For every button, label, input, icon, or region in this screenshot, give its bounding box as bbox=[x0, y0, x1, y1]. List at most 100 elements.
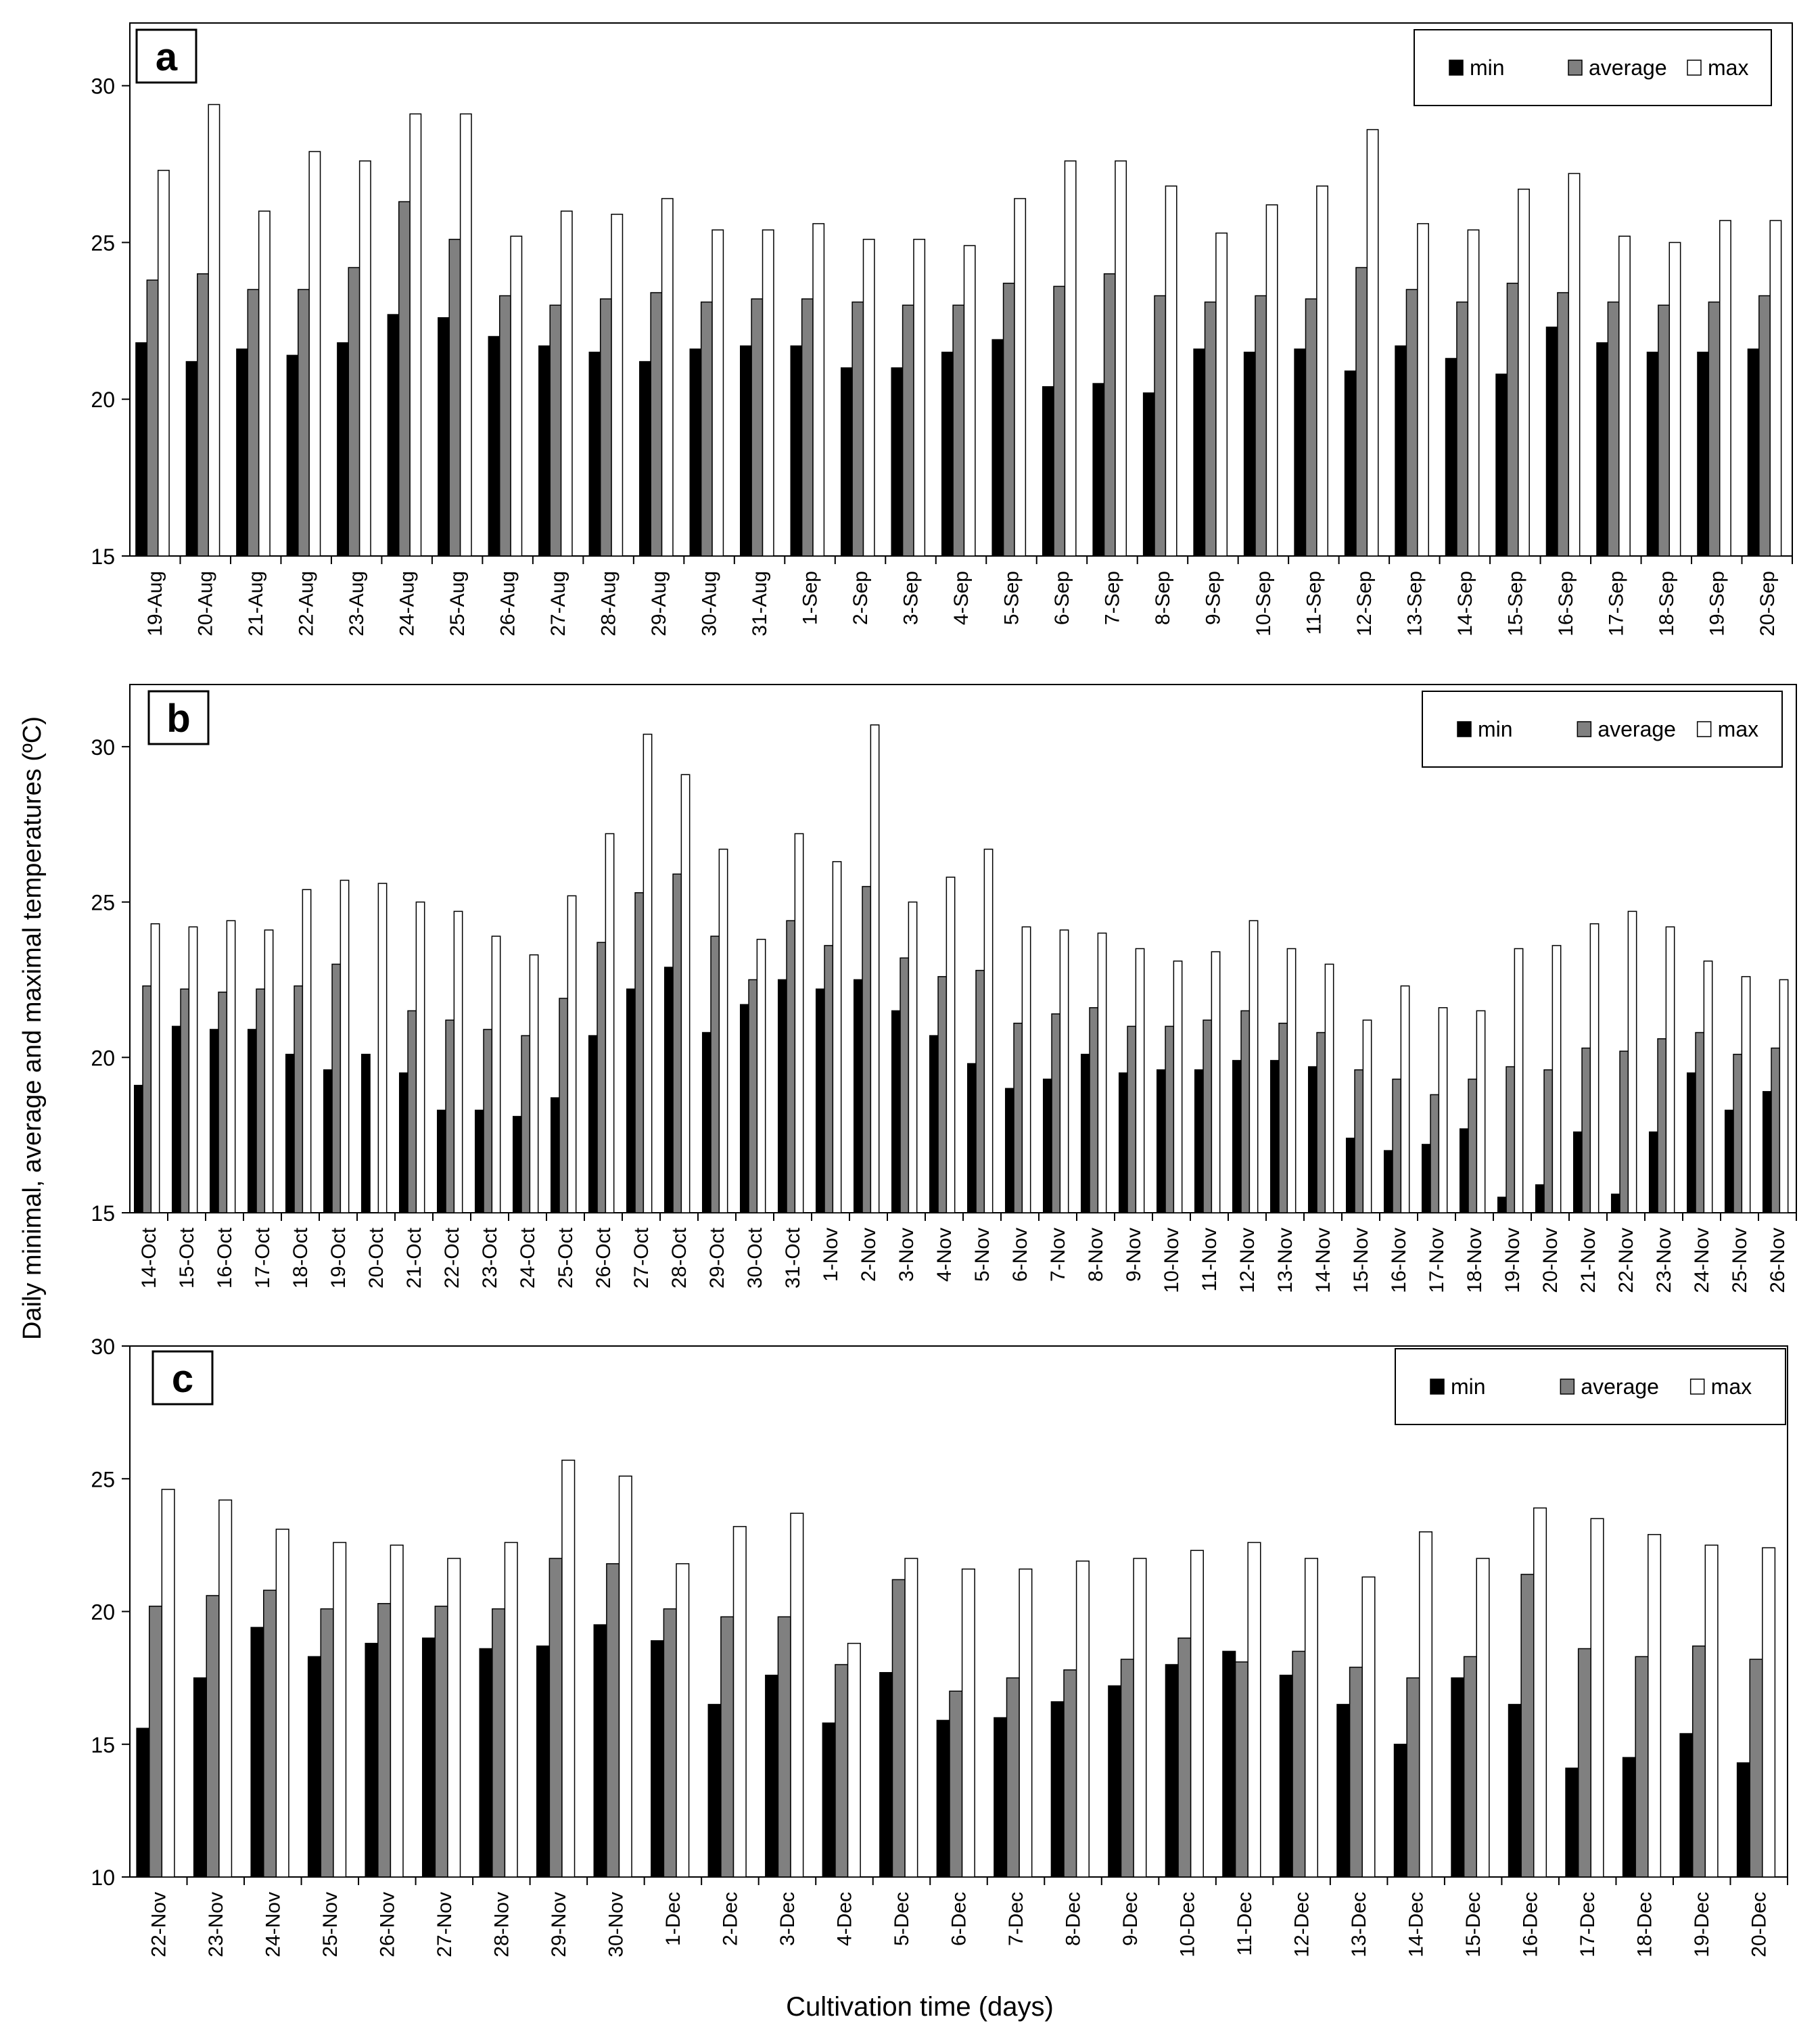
bar-max bbox=[415, 901, 425, 1213]
bar-max bbox=[1014, 198, 1027, 557]
x-tick-label: 5-Nov bbox=[971, 1228, 994, 1282]
bar-min bbox=[1459, 1128, 1469, 1213]
bar-min bbox=[323, 1069, 333, 1213]
x-tick-label: 26-Oct bbox=[592, 1227, 615, 1289]
bar-max bbox=[1762, 1547, 1776, 1878]
bar-average bbox=[900, 957, 910, 1213]
x-tick-label: 22-Oct bbox=[441, 1227, 463, 1289]
bar-average bbox=[1657, 1038, 1667, 1213]
bar-max bbox=[1324, 963, 1334, 1213]
x-tick-label: 22-Nov bbox=[1615, 1228, 1637, 1293]
bar-average bbox=[1013, 1023, 1023, 1213]
y-tick-label: 15 bbox=[91, 544, 115, 569]
bar-average bbox=[1635, 1656, 1649, 1878]
bar-max bbox=[1286, 948, 1297, 1213]
bar-average bbox=[1255, 295, 1267, 557]
bar-min bbox=[1565, 1767, 1579, 1878]
bar-max bbox=[1249, 920, 1259, 1213]
bar-max bbox=[1518, 188, 1530, 557]
bar-average bbox=[1089, 1007, 1099, 1213]
bar-average bbox=[1002, 282, 1015, 557]
bar-max bbox=[1590, 1518, 1604, 1878]
legend-label-min: min bbox=[1451, 1374, 1486, 1399]
bar-average bbox=[1456, 301, 1469, 557]
bar-average bbox=[1468, 1078, 1478, 1213]
x-tick-label: 1-Nov bbox=[820, 1228, 842, 1282]
bar-max bbox=[1476, 1010, 1486, 1213]
bar-min bbox=[209, 1029, 219, 1213]
bar-average bbox=[650, 292, 663, 557]
bar-max bbox=[1265, 204, 1278, 557]
bar-max bbox=[812, 223, 825, 557]
legend-label-max: max bbox=[1708, 55, 1748, 80]
x-tick-label: 17-Dec bbox=[1577, 1892, 1599, 1957]
bar-max bbox=[1533, 1507, 1547, 1878]
x-tick-label: 10-Dec bbox=[1177, 1892, 1199, 1957]
bar-max bbox=[762, 229, 774, 557]
bar-min bbox=[1269, 1060, 1280, 1213]
x-tick-label: 8-Nov bbox=[1085, 1228, 1107, 1282]
bar-max bbox=[567, 895, 577, 1213]
bar-average bbox=[663, 1608, 677, 1878]
bar-average bbox=[1520, 1573, 1535, 1878]
bar-average bbox=[801, 298, 814, 557]
x-tick-label: 24-Nov bbox=[1691, 1228, 1713, 1293]
x-tick-label: 12-Nov bbox=[1236, 1228, 1259, 1293]
bar-average bbox=[1695, 1031, 1705, 1213]
bar-max bbox=[390, 1544, 404, 1878]
bar-average bbox=[1405, 289, 1418, 557]
x-tick-label: 9-Sep bbox=[1202, 571, 1224, 625]
bar-average bbox=[1165, 1025, 1175, 1213]
bar-max bbox=[1361, 1576, 1376, 1878]
bar-average bbox=[448, 239, 461, 557]
bar-average bbox=[1278, 1023, 1288, 1213]
bar-min bbox=[474, 1109, 484, 1213]
bar-max bbox=[333, 1541, 347, 1878]
bar-max bbox=[1021, 926, 1031, 1213]
bar-max bbox=[1514, 948, 1524, 1213]
bar-min bbox=[1724, 1109, 1734, 1213]
bar-min bbox=[1042, 1078, 1052, 1213]
x-tick-label: 8-Sep bbox=[1152, 571, 1174, 625]
bar-min bbox=[1118, 1072, 1128, 1213]
x-tick-label: 30-Nov bbox=[605, 1892, 627, 1957]
panel-label-box bbox=[147, 690, 210, 745]
x-tick-label: 15-Dec bbox=[1462, 1892, 1485, 1957]
bar-average bbox=[197, 273, 209, 557]
legend-label-average: average bbox=[1597, 717, 1676, 741]
bar-max bbox=[150, 923, 160, 1213]
x-tick-label: 6-Dec bbox=[948, 1892, 971, 1946]
bar-average bbox=[952, 304, 965, 557]
x-tick-label: 29-Oct bbox=[706, 1227, 728, 1289]
bar-min bbox=[593, 1624, 607, 1878]
x-tick-label: 2-Dec bbox=[719, 1892, 741, 1946]
bar-average bbox=[148, 1605, 163, 1878]
bar-min bbox=[994, 1717, 1008, 1878]
bar-max bbox=[1211, 951, 1221, 1213]
x-tick-label: 28-Aug bbox=[598, 571, 620, 636]
x-tick-label: 6-Sep bbox=[1051, 571, 1073, 625]
x-tick-label: 1-Sep bbox=[799, 571, 822, 625]
x-tick-label: 16-Dec bbox=[1520, 1892, 1542, 1957]
bar-average bbox=[1708, 301, 1721, 557]
bar-min bbox=[538, 345, 551, 557]
bar-average bbox=[824, 945, 834, 1213]
bar-max bbox=[453, 910, 463, 1213]
bar-min bbox=[1142, 392, 1155, 557]
x-tick-label: 12-Dec bbox=[1291, 1892, 1313, 1957]
bar-max bbox=[611, 214, 624, 557]
x-tick-label: 6-Nov bbox=[1009, 1228, 1031, 1282]
x-tick-label: 17-Nov bbox=[1426, 1228, 1448, 1293]
y-tick-label: 10 bbox=[91, 1865, 115, 1890]
bar-min bbox=[1535, 1184, 1545, 1213]
bar-min bbox=[1679, 1733, 1694, 1878]
bar-min bbox=[1495, 373, 1508, 557]
x-tick-label: 16-Oct bbox=[214, 1227, 236, 1289]
x-tick-label: 17-Oct bbox=[252, 1227, 274, 1289]
x-tick-label: 17-Sep bbox=[1605, 571, 1627, 636]
x-tick-label: 15-Nov bbox=[1350, 1228, 1372, 1293]
legend-swatch-min bbox=[1430, 1378, 1445, 1395]
bar-average bbox=[835, 1664, 849, 1878]
y-tick-label: 30 bbox=[91, 735, 115, 760]
